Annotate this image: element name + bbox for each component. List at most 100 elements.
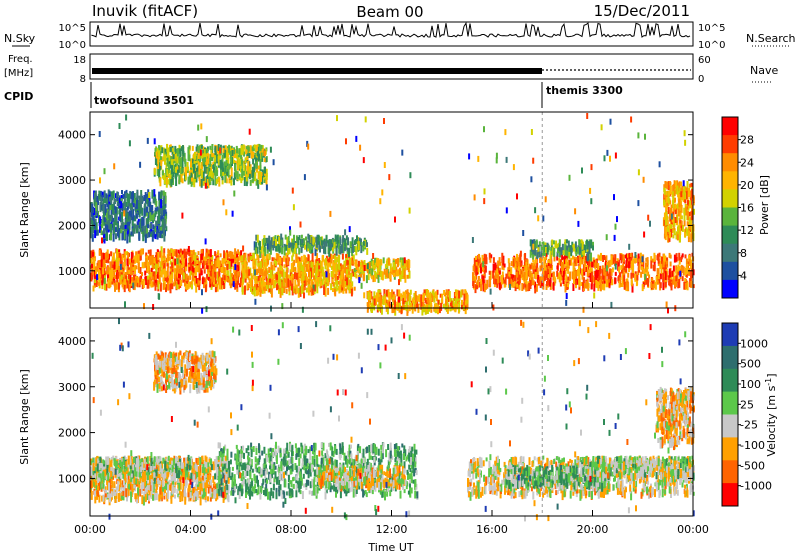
power-cell [298,235,301,241]
power-cell [672,191,675,201]
power-cell [269,245,272,255]
power-cell [285,276,288,286]
power-cell [260,173,262,182]
power-cell [442,303,445,308]
power-cell [330,258,333,264]
power-cell [258,286,261,292]
power-cell [305,257,308,263]
power-cell [683,185,686,195]
power-cell [251,166,254,172]
power-cell [137,267,140,273]
power-cell [135,254,138,263]
power-cell [155,201,158,207]
power-cell [134,199,137,204]
power-cell [144,225,147,235]
power-cell [678,198,681,208]
power-cell [262,238,265,246]
power-cell [107,259,110,264]
power-cell [285,244,288,251]
power-cell [668,252,671,258]
power-cell [152,224,155,230]
power-cell [114,275,117,279]
power-cell [575,257,578,267]
power-cell [255,144,258,153]
power-cell [479,263,482,268]
power-cell [221,176,224,181]
power-cell [529,264,532,270]
power-speckle-cell [92,285,95,292]
power-cell [203,281,206,286]
power-cell [240,146,243,156]
power-cell [483,264,486,269]
power-cell [561,261,563,271]
power-cell [493,278,496,285]
power-cell [377,274,380,283]
power-cell [406,289,409,295]
power-cell [231,150,234,156]
power-cell [260,144,263,151]
power-cell [500,275,503,281]
power-cell [94,279,97,283]
power-cell [315,239,318,248]
power-cell [582,282,584,289]
power-cell [667,207,670,214]
power-cell [345,242,348,250]
power-cell [574,259,577,265]
power-cell [566,245,569,251]
power-cell [631,283,634,293]
power-cell [116,253,118,258]
power-cell [246,271,249,279]
power-cell [665,271,668,278]
power-cell [681,185,684,193]
power-cell [513,277,516,287]
power-cell [93,197,96,205]
power-cell [366,247,369,255]
power-cell [620,254,623,264]
power-cell [90,272,93,282]
power-cell [290,242,293,251]
power-cell [198,265,201,274]
power-cell [277,236,279,241]
power-cell [111,191,114,201]
power-speckle-cell [153,138,156,145]
power-cell [534,271,537,277]
power-cell [143,208,146,217]
power-cell [332,254,335,259]
power-cell [167,173,170,178]
power-cell [154,273,157,283]
power-cell [268,253,271,261]
power-cell [230,279,233,284]
power-cell [157,228,160,233]
power-cell [641,266,643,271]
power-cell [116,270,119,279]
power-cell [617,260,620,269]
power-cell [94,190,97,198]
power-cell [688,217,691,225]
power-cell [604,271,607,281]
power-cell [321,255,324,263]
power-cell [589,273,592,282]
power-cell [242,273,245,283]
power-cell [536,267,539,275]
power-speckle-cell [609,155,611,162]
power-cell [107,196,110,203]
nsky-frame [89,21,694,47]
power-cell [676,185,679,195]
power-cell [575,283,577,289]
power-cell [226,168,229,176]
power-cell [192,272,194,279]
power-cell [197,153,200,159]
power-cell [686,282,689,291]
power-cell [179,148,182,158]
power-cell [114,282,116,292]
power-cell [307,286,310,296]
power-cell [201,154,204,159]
power-cell [407,264,410,273]
power-speckle-cell [281,303,284,310]
power-cell [121,222,124,229]
power-cell [234,173,236,180]
power-cell [234,160,237,165]
power-cell [273,280,276,287]
power-cell [406,306,409,316]
power-cell [205,278,208,287]
